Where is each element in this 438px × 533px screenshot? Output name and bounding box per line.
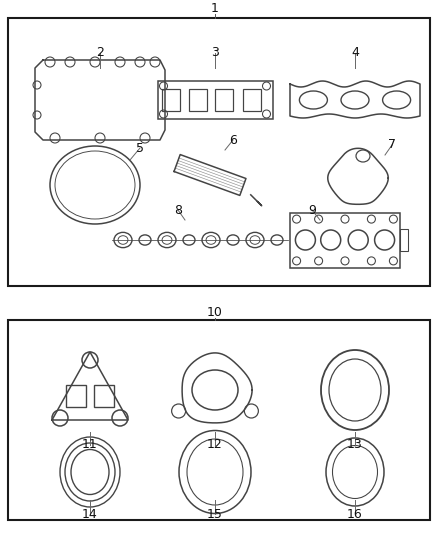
Text: 6: 6 xyxy=(229,133,237,147)
Text: 1: 1 xyxy=(211,2,219,14)
Text: 8: 8 xyxy=(174,204,182,216)
Bar xyxy=(400,229,408,251)
Text: 14: 14 xyxy=(82,507,98,521)
Text: 4: 4 xyxy=(351,46,359,60)
Bar xyxy=(162,89,180,111)
Text: 2: 2 xyxy=(96,46,104,60)
Text: 13: 13 xyxy=(347,439,363,451)
Bar xyxy=(66,385,86,407)
Bar xyxy=(8,18,430,286)
Text: 3: 3 xyxy=(211,46,219,60)
Text: 10: 10 xyxy=(207,305,223,319)
Text: 11: 11 xyxy=(82,439,98,451)
Text: 7: 7 xyxy=(388,139,396,151)
Text: 12: 12 xyxy=(207,439,223,451)
Text: 9: 9 xyxy=(308,204,316,216)
Text: 15: 15 xyxy=(207,507,223,521)
Bar xyxy=(158,81,272,119)
Text: 16: 16 xyxy=(347,507,363,521)
Bar xyxy=(243,89,261,111)
Bar xyxy=(189,89,207,111)
Bar xyxy=(8,320,430,520)
Bar xyxy=(290,213,400,268)
Bar xyxy=(94,385,114,407)
Text: 5: 5 xyxy=(136,141,144,155)
Bar xyxy=(215,89,233,111)
